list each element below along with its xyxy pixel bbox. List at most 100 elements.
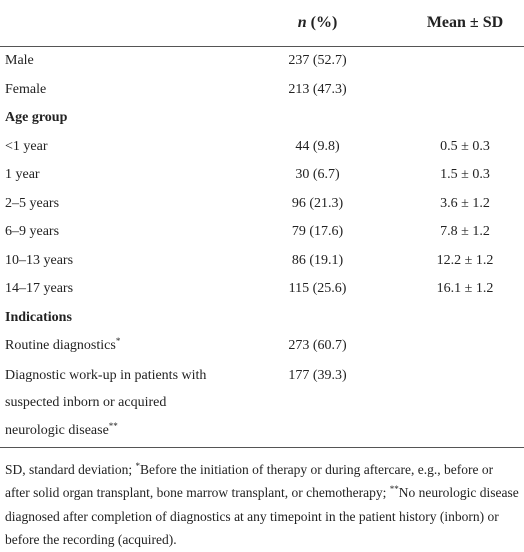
row-label: 6–9 years	[5, 224, 59, 239]
row-label-cell: 6–9 years	[0, 218, 245, 247]
row-label-cell: Diagnostic work-up in patients with susp…	[0, 360, 245, 448]
n-cell: 115 (25.6)	[245, 275, 390, 304]
mean-value: 7.8 ± 1.2	[440, 224, 490, 240]
n-value: 30 (6.7)	[295, 167, 340, 183]
n-value: 86 (19.1)	[291, 252, 344, 268]
row-label-cell: Age group	[0, 104, 245, 133]
n-cell: 273 (60.7)	[245, 332, 390, 361]
header-n: n (%)	[245, 0, 390, 47]
table-row: Diagnostic work-up in patients with susp…	[0, 360, 524, 448]
row-label-text: Female	[5, 81, 47, 97]
row-label: 14–17 years	[5, 281, 73, 296]
n-cell: 213 (47.3)	[245, 76, 390, 105]
n-cell: 96 (21.3)	[245, 190, 390, 219]
n-value: 44 (9.8)	[295, 138, 340, 154]
table-row: 1 year 30 (6.7) 1.5 ± 0.3	[0, 161, 524, 190]
row-label-text: 1 year	[5, 167, 40, 183]
n-cell	[245, 304, 390, 333]
n-cell: 30 (6.7)	[245, 161, 390, 190]
table-row: Age group	[0, 104, 524, 133]
row-label-cell: <1 year	[0, 133, 245, 162]
n-cell: 44 (9.8)	[245, 133, 390, 162]
row-label-cell: 1 year	[0, 161, 245, 190]
mean-cell: 1.5 ± 0.3	[390, 161, 524, 190]
footnote-mark: *	[115, 336, 121, 347]
row-label-cell: Routine diagnostics*	[0, 332, 245, 361]
row-label-text: Male	[5, 53, 34, 69]
row-label-cell: Indications	[0, 304, 245, 333]
table-row: 14–17 years 115 (25.6) 16.1 ± 1.2	[0, 275, 524, 304]
row-label: Diagnostic work-up in patients with susp…	[5, 361, 220, 446]
mean-cell: 7.8 ± 1.2	[390, 218, 524, 247]
mean-cell: 12.2 ± 1.2	[390, 247, 524, 276]
table-row: 2–5 years 96 (21.3) 3.6 ± 1.2	[0, 190, 524, 219]
mean-cell: 16.1 ± 1.2	[390, 275, 524, 304]
mean-value: 12.2 ± 1.2	[436, 252, 494, 268]
n-cell	[245, 104, 390, 133]
row-label-text: 6–9 years	[5, 224, 60, 240]
mean-cell	[390, 304, 524, 333]
row-label-cell: 2–5 years	[0, 190, 245, 219]
mean-cell	[390, 76, 524, 105]
row-label: 2–5 years	[5, 196, 59, 211]
table-row: Indications	[0, 304, 524, 333]
section-heading: Age group	[5, 110, 68, 126]
mean-cell	[390, 360, 524, 448]
n-value: 177 (39.3)	[288, 367, 347, 383]
footnote-text: SD, standard deviation;	[5, 462, 136, 477]
header-mean: Mean ± SD	[390, 0, 524, 47]
row-label: Routine diagnostics*	[5, 336, 121, 354]
mean-cell	[390, 47, 524, 76]
n-cell: 86 (19.1)	[245, 247, 390, 276]
footnote-mark: **	[108, 420, 118, 431]
header-row: n (%) Mean ± SD	[0, 0, 524, 47]
row-label-cell: 10–13 years	[0, 247, 245, 276]
n-cell: 237 (52.7)	[245, 47, 390, 76]
mean-cell: 3.6 ± 1.2	[390, 190, 524, 219]
table-row: <1 year 44 (9.8) 0.5 ± 0.3	[0, 133, 524, 162]
row-label: Male	[5, 53, 34, 68]
table-row: Routine diagnostics* 273 (60.7)	[0, 332, 524, 361]
table-row: Male 237 (52.7)	[0, 47, 524, 76]
n-value: 213 (47.3)	[288, 81, 347, 97]
mean-cell: 0.5 ± 0.3	[390, 133, 524, 162]
header-n-rest: (%)	[310, 14, 338, 31]
table-row: Female 213 (47.3)	[0, 76, 524, 105]
row-label-text: 10–13 years	[5, 252, 74, 268]
header-n-var: n	[297, 14, 307, 31]
n-value: 79 (17.6)	[291, 224, 344, 240]
footnote-text: Before the initiation of therapy or duri…	[5, 462, 494, 501]
row-label-text: Routine diagnostics	[5, 338, 116, 354]
footnote: SD, standard deviation; *Before the init…	[0, 448, 524, 551]
mean-value: 3.6 ± 1.2	[440, 195, 490, 211]
table-row: 6–9 years 79 (17.6) 7.8 ± 1.2	[0, 218, 524, 247]
n-value: 273 (60.7)	[288, 338, 347, 354]
mean-value: 1.5 ± 0.3	[440, 167, 490, 183]
row-label: 10–13 years	[5, 253, 73, 268]
n-cell: 79 (17.6)	[245, 218, 390, 247]
n-value: 115 (25.6)	[288, 281, 347, 297]
row-label-cell: Male	[0, 47, 245, 76]
footnote-mark: **	[389, 484, 399, 495]
section-heading: Indications	[5, 309, 72, 325]
row-label-text: Diagnostic work-up in patients with susp…	[5, 367, 207, 438]
row-label-text: 14–17 years	[5, 281, 74, 297]
row-label: Female	[5, 82, 46, 97]
row-label: <1 year	[5, 139, 48, 154]
row-label-cell: 14–17 years	[0, 275, 245, 304]
row-label-text: <1 year	[5, 138, 48, 154]
mean-value: 16.1 ± 1.2	[436, 281, 494, 297]
mean-value: 0.5 ± 0.3	[440, 138, 490, 154]
row-label-cell: Female	[0, 76, 245, 105]
table-row: 10–13 years 86 (19.1) 12.2 ± 1.2	[0, 247, 524, 276]
row-label: 1 year	[5, 167, 40, 182]
footnote-mark: *	[135, 461, 140, 471]
mean-cell	[390, 104, 524, 133]
n-value: 237 (52.7)	[288, 53, 347, 69]
data-table: n (%) Mean ± SD Male 237 (52.7) Female 213 …	[0, 0, 524, 448]
n-value: 96 (21.3)	[291, 195, 344, 211]
n-cell: 177 (39.3)	[245, 360, 390, 448]
footnote-text: No neurologic disease diagnosed after co…	[5, 485, 519, 547]
mean-cell	[390, 332, 524, 361]
